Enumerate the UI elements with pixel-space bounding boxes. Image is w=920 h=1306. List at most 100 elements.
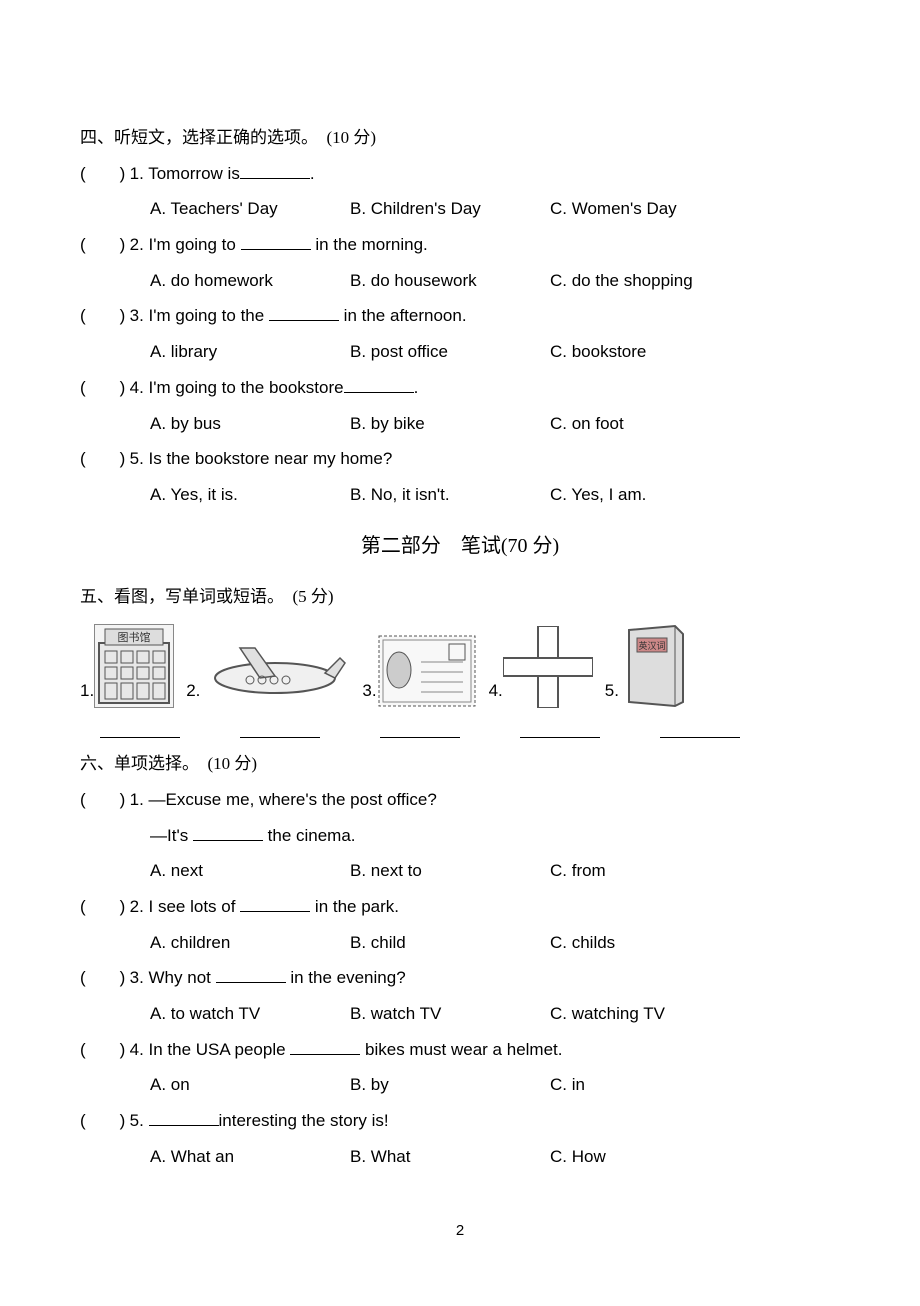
section6-title: 六、单项选择。 (10 分): [80, 746, 840, 782]
bracket: ( ): [80, 960, 125, 996]
option-c: C. on foot: [550, 406, 750, 442]
blank-3: [380, 720, 460, 738]
bracket: ( ): [80, 889, 125, 925]
bracket: ( ): [80, 370, 125, 406]
option-c: C. in: [550, 1067, 750, 1103]
answer-blanks: [100, 720, 840, 738]
option-c: C. Yes, I am.: [550, 477, 750, 513]
blank: [241, 232, 311, 250]
img-item-5: 5. 英汉词: [605, 624, 689, 708]
option-a: A. on: [150, 1067, 350, 1103]
blank: [290, 1037, 360, 1055]
img-item-3: 3.: [362, 634, 476, 708]
bracket: ( ): [80, 227, 125, 263]
part2-title: 第二部分 笔试(70 分): [80, 525, 840, 567]
option-b: B. No, it isn't.: [350, 477, 550, 513]
blank: [240, 894, 310, 912]
q-stem: 2. I'm going to in the morning.: [130, 235, 428, 254]
bracket: ( ): [80, 1032, 125, 1068]
s4-q4: ( ) 4. I'm going to the bookstore. A. by…: [80, 370, 840, 441]
q-stem: 1. —Excuse me, where's the post office?: [130, 790, 437, 809]
page-content: 四、听短文，选择正确的选项。 (10 分) ( ) 1. Tomorrow is…: [0, 0, 920, 1306]
bracket: ( ): [80, 298, 125, 334]
q-stem: 4. I'm going to the bookstore.: [130, 378, 419, 397]
blank: [269, 303, 339, 321]
s4-q1: ( ) 1. Tomorrow is. A. Teachers' Day B. …: [80, 156, 840, 227]
blank-2: [240, 720, 320, 738]
option-b: B. Children's Day: [350, 191, 550, 227]
blank: [240, 161, 310, 179]
q-stem: 5. Is the bookstore near my home?: [130, 449, 393, 468]
s4-q3: ( ) 3. I'm going to the in the afternoon…: [80, 298, 840, 369]
option-c: C. Women's Day: [550, 191, 750, 227]
s4-q2: ( ) 2. I'm going to in the morning. A. d…: [80, 227, 840, 298]
q-stem: 3. I'm going to the in the afternoon.: [130, 306, 467, 325]
bracket: ( ): [80, 441, 125, 477]
blank: [193, 823, 263, 841]
crossroad-icon: [503, 626, 593, 708]
section4-title: 四、听短文，选择正确的选项。 (10 分): [80, 120, 840, 156]
img-item-2: 2.: [186, 638, 350, 708]
options: A. Yes, it is. B. No, it isn't. C. Yes, …: [80, 477, 840, 513]
option-b: B. watch TV: [350, 996, 550, 1032]
library-icon: 图书馆: [94, 624, 174, 708]
s4-q5: ( ) 5. Is the bookstore near my home? A.…: [80, 441, 840, 512]
option-b: B. by: [350, 1067, 550, 1103]
s6-q4: ( ) 4. In the USA people bikes must wear…: [80, 1032, 840, 1103]
option-c: C. childs: [550, 925, 750, 961]
options: A. do homework B. do housework C. do the…: [80, 263, 840, 299]
q-stem: 1. Tomorrow is.: [130, 164, 315, 183]
option-b: B. do housework: [350, 263, 550, 299]
s6-q5: ( ) 5. interesting the story is! A. What…: [80, 1103, 840, 1174]
options: A. by bus B. by bike C. on foot: [80, 406, 840, 442]
section5-title: 五、看图，写单词或短语。 (5 分): [80, 579, 840, 615]
options: A. Teachers' Day B. Children's Day C. Wo…: [80, 191, 840, 227]
option-a: A. library: [150, 334, 350, 370]
q-stem: 2. I see lots of in the park.: [130, 897, 399, 916]
s6-q2: ( ) 2. I see lots of in the park. A. chi…: [80, 889, 840, 960]
option-a: A. Yes, it is.: [150, 477, 350, 513]
option-c: C. do the shopping: [550, 263, 750, 299]
option-b: B. next to: [350, 853, 550, 889]
dictionary-icon: 英汉词: [619, 624, 689, 708]
s6-q1: ( ) 1. —Excuse me, where's the post offi…: [80, 782, 840, 889]
plane-icon: [200, 638, 350, 708]
svg-text:英汉词: 英汉词: [638, 640, 665, 651]
page-number: 2: [80, 1215, 840, 1247]
option-a: A. by bus: [150, 406, 350, 442]
option-c: C. bookstore: [550, 334, 750, 370]
bracket: ( ): [80, 156, 125, 192]
option-a: A. to watch TV: [150, 996, 350, 1032]
blank-4: [520, 720, 600, 738]
option-c: C. watching TV: [550, 996, 750, 1032]
bracket: ( ): [80, 782, 125, 818]
postcard-icon: [377, 634, 477, 708]
option-a: A. next: [150, 853, 350, 889]
blank-1: [100, 720, 180, 738]
option-b: B. What: [350, 1139, 550, 1175]
img-item-4: 4.: [489, 626, 593, 708]
options: A. children B. child C. childs: [80, 925, 840, 961]
option-a: A. Teachers' Day: [150, 191, 350, 227]
option-b: B. post office: [350, 334, 550, 370]
options: A. What an B. What C. How: [80, 1139, 840, 1175]
blank: [344, 375, 414, 393]
option-b: B. by bike: [350, 406, 550, 442]
blank: [149, 1108, 219, 1126]
option-b: B. child: [350, 925, 550, 961]
q-stem: 5. interesting the story is!: [130, 1111, 389, 1130]
options: A. to watch TV B. watch TV C. watching T…: [80, 996, 840, 1032]
images-row: 1. 图书馆: [80, 624, 840, 708]
q-stem: 3. Why not in the evening?: [130, 968, 406, 987]
option-a: A. What an: [150, 1139, 350, 1175]
option-c: C. How: [550, 1139, 750, 1175]
options: A. library B. post office C. bookstore: [80, 334, 840, 370]
options: A. next B. next to C. from: [80, 853, 840, 889]
blank-5: [660, 720, 740, 738]
option-a: A. children: [150, 925, 350, 961]
q-stem-line2: —It's the cinema.: [80, 818, 840, 854]
s6-q3: ( ) 3. Why not in the evening? A. to wat…: [80, 960, 840, 1031]
bracket: ( ): [80, 1103, 125, 1139]
blank: [216, 965, 286, 983]
option-c: C. from: [550, 853, 750, 889]
